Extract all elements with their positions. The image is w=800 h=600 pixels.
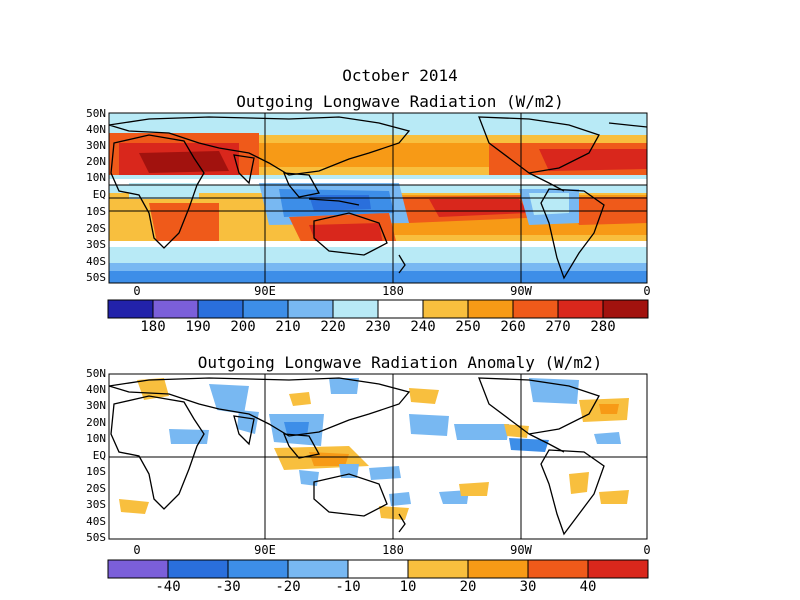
panel2-lat-10N: 10N (86, 432, 106, 445)
panel2-colorbar-swatch-1 (167, 559, 229, 579)
grid (109, 113, 647, 283)
panel2-colorbar-label-0: -40 (155, 579, 181, 595)
panel1-colorbar-label-0: 180 (140, 319, 166, 335)
month-title: October 2014 (342, 66, 458, 85)
panel1-colorbar-label-7: 250 (455, 319, 481, 335)
panel1-lon-180: 180 (382, 284, 404, 298)
panel2-colorbar-label-5: 20 (459, 579, 477, 595)
panel1-colorbar-swatch-4 (287, 299, 334, 319)
panel2-lat-10S: 10S (86, 465, 106, 478)
panel2-lat-EQ: EQ (92, 449, 106, 462)
panel1-colorbar-swatch-3 (242, 299, 289, 319)
panel1-lat-20S: 20S (86, 222, 106, 235)
panel2-colorbar-label-7: 40 (579, 579, 597, 595)
panel2-title: Outgoing Longwave Radiation Anomaly (W/m… (197, 353, 603, 372)
panel2-colorbar-label-2: -20 (275, 579, 301, 595)
panel1-colorbar-swatch-0 (107, 299, 154, 319)
grid-2 (109, 374, 647, 539)
panel1-colorbar-label-1: 190 (185, 319, 211, 335)
panel1-colorbar-swatch-8 (467, 299, 514, 319)
panel1-colorbar-swatch-2 (197, 299, 244, 319)
panel1-colorbar-label-5: 230 (365, 319, 391, 335)
panel1-map (108, 112, 648, 284)
panel1-lat-50S: 50S (86, 271, 106, 284)
panel1-lat-40S: 40S (86, 255, 106, 268)
panel2-lon-90E: 90E (254, 543, 276, 557)
panel2-colorbar-label-4: 10 (399, 579, 417, 595)
panel1-lat-20N: 20N (86, 155, 106, 168)
panel1-colorbar-swatch-7 (422, 299, 469, 319)
panel1-lon-90W: 90W (510, 284, 532, 298)
panel1-lon-0: 0 (133, 284, 141, 298)
panel2-lat-30N: 30N (86, 399, 106, 412)
panel1-lat-30N: 30N (86, 139, 106, 152)
anomaly-patches (119, 378, 629, 520)
panel1-lat-10N: 10N (86, 171, 106, 184)
panel1-lat-EQ: EQ (92, 188, 106, 201)
panel1-colorbar (107, 299, 649, 319)
panel1-colorbar-label-2: 200 (230, 319, 256, 335)
panel1-colorbar-label-9: 270 (545, 319, 571, 335)
panel2-lat-40N: 40N (86, 383, 106, 396)
panel1-colorbar-swatch-1 (152, 299, 199, 319)
panel2-colorbar-swatch-7 (527, 559, 589, 579)
coastlines (109, 116, 647, 280)
panel2-colorbar (107, 559, 649, 579)
panel1-title: Outgoing Longwave Radiation (W/m2) (236, 92, 564, 111)
panel2-colorbar-label-3: -10 (335, 579, 361, 595)
panel2-map (108, 373, 648, 540)
panel1-colorbar-swatch-6 (377, 299, 424, 319)
panel2-lon-180: 180 (382, 543, 404, 557)
panel2-colorbar-swatch-4 (347, 559, 409, 579)
panel2-lat-50S: 50S (86, 531, 106, 544)
panel2-colorbar-label-6: 30 (519, 579, 537, 595)
panel2-lon-0: 0 (133, 543, 141, 557)
panel1-colorbar-label-3: 210 (275, 319, 301, 335)
panel1-colorbar-swatch-10 (557, 299, 604, 319)
panel2-colorbar-swatch-3 (287, 559, 349, 579)
panel2-lat-50N: 50N (86, 367, 106, 380)
panel1-colorbar-label-4: 220 (320, 319, 346, 335)
panel1-lat-50N: 50N (86, 107, 106, 120)
panel1-colorbar-swatch-11 (602, 299, 649, 319)
panel1-lat-40N: 40N (86, 123, 106, 136)
panel2-lon-0-east: 0 (643, 543, 651, 557)
panel2-colorbar-label-1: -30 (215, 579, 241, 595)
panel1-lat-10S: 10S (86, 205, 106, 218)
panel1-lon-0-east: 0 (643, 284, 651, 298)
panel2-colorbar-swatch-8 (587, 559, 649, 579)
panel2-lat-20S: 20S (86, 482, 106, 495)
panel1-colorbar-label-8: 260 (500, 319, 526, 335)
panel2-lat-30S: 30S (86, 498, 106, 511)
panel1-lon-90E: 90E (254, 284, 276, 298)
panel2-colorbar-swatch-5 (407, 559, 469, 579)
panel1-colorbar-swatch-5 (332, 299, 379, 319)
panel2-lat-20N: 20N (86, 416, 106, 429)
panel2-lon-90W: 90W (510, 543, 532, 557)
panel1-colorbar-swatch-9 (512, 299, 559, 319)
panel2-colorbar-swatch-6 (467, 559, 529, 579)
panel1-colorbar-label-6: 240 (410, 319, 436, 335)
panel2-colorbar-swatch-2 (227, 559, 289, 579)
panel1-colorbar-label-10: 280 (590, 319, 616, 335)
panel2-colorbar-swatch-0 (107, 559, 169, 579)
panel1-lat-30S: 30S (86, 238, 106, 251)
coastlines-2 (109, 377, 605, 536)
panel2-lat-40S: 40S (86, 515, 106, 528)
